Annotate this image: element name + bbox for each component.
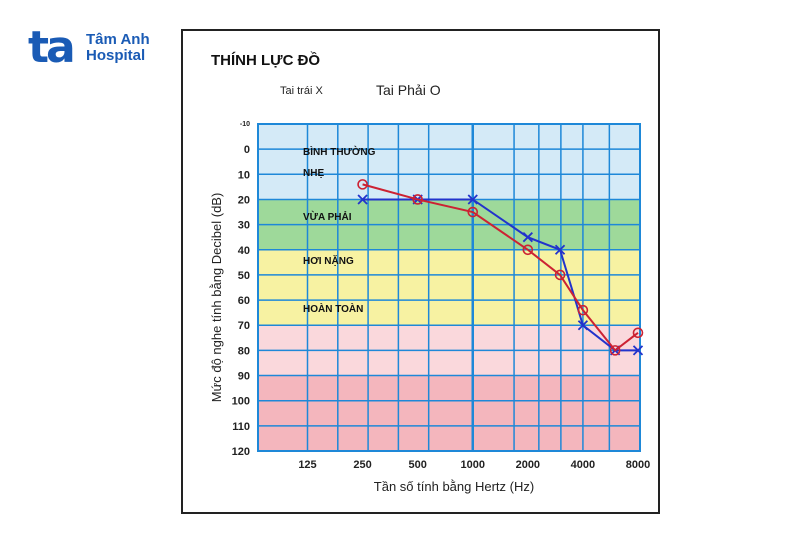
- point-right-ear-2: [467, 206, 479, 218]
- y-tick-label-10: 90: [238, 371, 250, 383]
- y-tick-label-11: 100: [232, 396, 250, 408]
- y-tick-label-2: 10: [238, 169, 250, 181]
- point-left-ear-2: [467, 194, 478, 205]
- y-tick-label-9: 80: [238, 345, 250, 357]
- x-tick-label-2: 500: [408, 459, 426, 471]
- point-right-ear-5: [577, 304, 589, 316]
- y-tick-label-8: 70: [238, 320, 250, 332]
- point-right-ear-0: [357, 179, 368, 190]
- legend-left-ear: Tai trái X: [280, 85, 323, 97]
- logo-mark: ta: [28, 22, 76, 73]
- y-tick-label-0: -10: [240, 121, 250, 128]
- point-right-ear-6: [609, 345, 621, 356]
- point-left-ear-0: [357, 194, 368, 205]
- point-right-ear-3: [522, 244, 534, 256]
- y-tick-label-5: 40: [238, 245, 250, 257]
- point-right-ear-1: [412, 194, 423, 205]
- point-right-ear-4: [554, 269, 566, 281]
- y-tick-label-6: 50: [238, 270, 250, 282]
- severity-band-4: [258, 375, 640, 451]
- series-line-0: [362, 198, 638, 352]
- logo-text: Tâm Anh Hospital: [86, 32, 150, 64]
- logo-line-1: Tâm Anh: [86, 31, 150, 48]
- x-tick-label-6: 8000: [626, 459, 650, 471]
- band-label-0: BÌNH THƯỜNG: [303, 145, 376, 158]
- y-tick-label-3: 20: [238, 194, 250, 206]
- chart-title: THÍNH LỰC ĐỒ: [211, 51, 320, 69]
- hospital-logo: ta Tâm Anh Hospital: [28, 22, 168, 74]
- x-tick-label-0: 125: [298, 459, 316, 471]
- point-left-ear-5: [577, 320, 589, 331]
- point-right-ear-7: [632, 327, 644, 339]
- y-tick-label-1: 0: [244, 144, 250, 156]
- point-left-ear-4: [554, 244, 566, 255]
- band-label-3: HƠI NẶNG: [303, 254, 354, 267]
- point-left-ear-7: [632, 345, 644, 356]
- x-tick-label-1: 250: [353, 459, 371, 471]
- y-tick-label-13: 120: [232, 446, 250, 458]
- x-tick-label-5: 4000: [571, 459, 595, 471]
- audiogram-frame: THÍNH LỰC ĐỒ Tai trái X Tai Phải O BÌNH THƯ…: [181, 29, 660, 514]
- logo-line-2: Hospital: [86, 47, 146, 64]
- x-tick-label-3: 1000: [461, 459, 485, 471]
- band-label-1: NHẸ: [303, 168, 324, 179]
- point-left-ear-3: [522, 232, 533, 243]
- band-label-4: HOÀN TOÀN: [303, 302, 363, 315]
- audiogram-chart: THÍNH LỰC ĐỒ Tai trái X Tai Phải O BÌNH THƯ…: [209, 51, 650, 494]
- y-tick-label-7: 60: [238, 295, 250, 307]
- legend-right-ear: Tai Phải O: [376, 82, 441, 98]
- band-label-2: VỪA PHẢI: [303, 210, 352, 223]
- series-line-1: [362, 183, 639, 352]
- x-tick-label-4: 2000: [516, 459, 540, 471]
- y-tick-label-4: 30: [238, 220, 250, 232]
- y-axis-label: Mức độ nghe tính bằng Decibel (dB): [209, 193, 224, 403]
- plot-border: [257, 123, 641, 452]
- x-axis-label: Tần số tính bằng Hertz (Hz): [374, 479, 534, 494]
- y-tick-label-12: 110: [232, 421, 250, 433]
- severity-band-2: [258, 249, 640, 326]
